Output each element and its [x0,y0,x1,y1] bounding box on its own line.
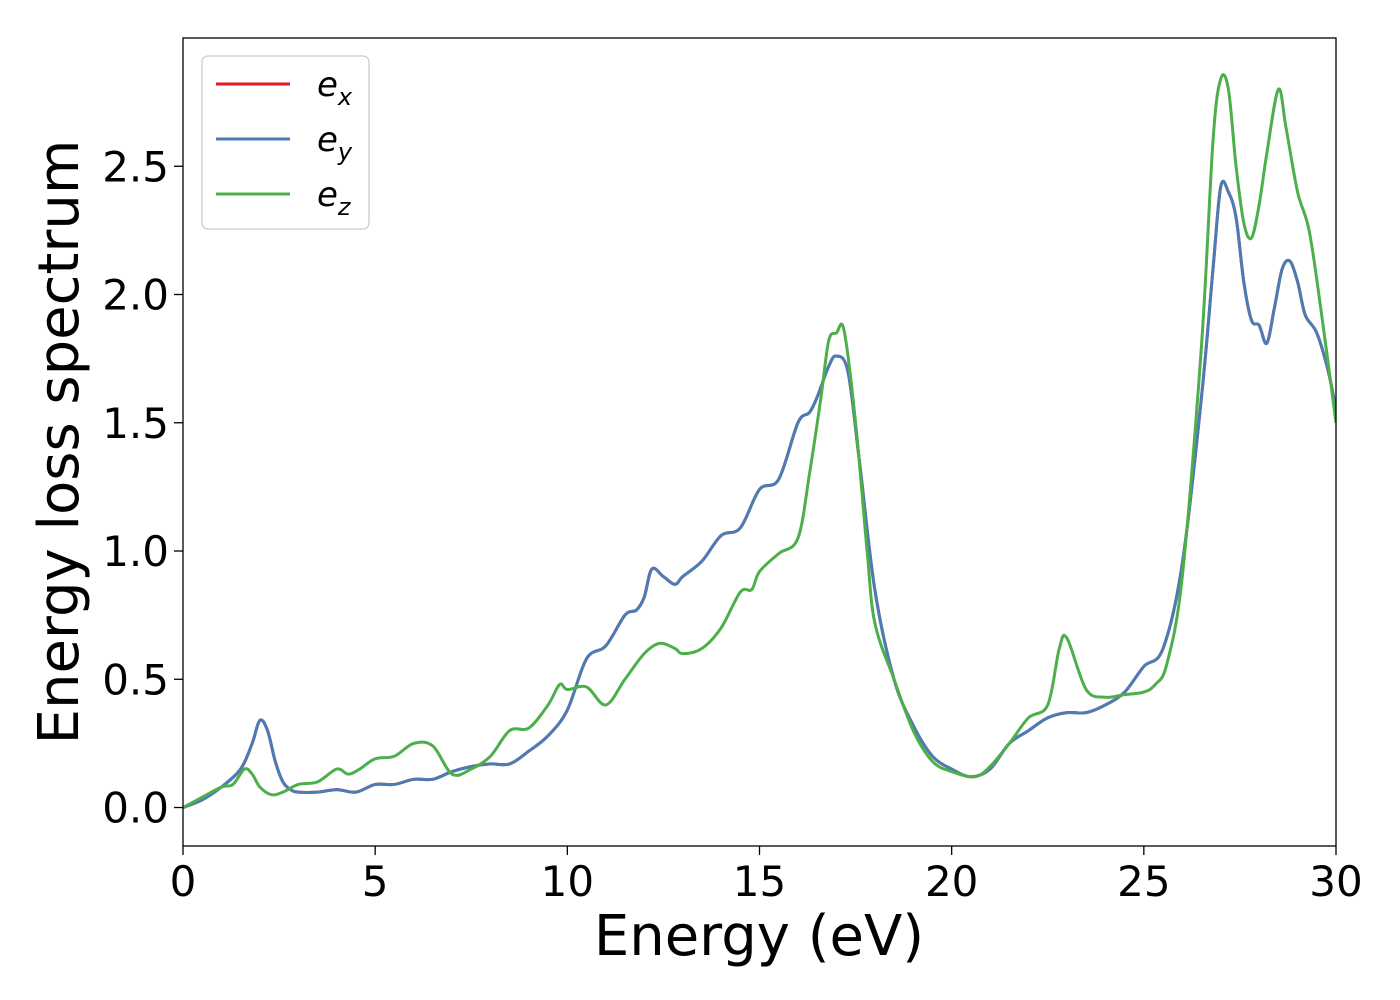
x-tick-label: 25 [1117,857,1170,906]
x-tick-label: 30 [1309,857,1362,906]
y-tick-label: 0.0 [102,784,169,833]
series-line-ey [183,179,1336,809]
legend-label-ez: ez [317,175,352,221]
x-tick-label: 5 [362,857,389,906]
y-axis: 0.0 0.5 1.0 1.5 2.0 2.5 [102,142,183,833]
x-axis-label: Energy (eV) [594,904,924,969]
series-line-ez [183,73,1336,809]
series-line-ex [183,179,1336,809]
y-axis-label: Energy loss spectrum [27,140,92,745]
x-tick-label: 0 [170,857,197,906]
legend: ex ey ez [201,55,370,230]
legend-label-ex: ex [317,65,353,111]
y-tick-label: 2.0 [102,271,169,320]
x-tick-label: 15 [733,857,786,906]
y-tick-label: 2.5 [102,142,169,191]
y-tick-label: 1.5 [102,399,169,448]
legend-label-ey: ey [317,120,353,166]
series-layer [183,73,1336,809]
y-tick-label: 0.5 [102,655,169,704]
x-tick-label: 10 [541,857,594,906]
x-tick-label: 20 [925,857,978,906]
x-axis: 0 5 10 15 20 25 30 [170,846,1363,906]
legend-box [201,55,370,230]
y-tick-label: 1.0 [102,527,169,576]
